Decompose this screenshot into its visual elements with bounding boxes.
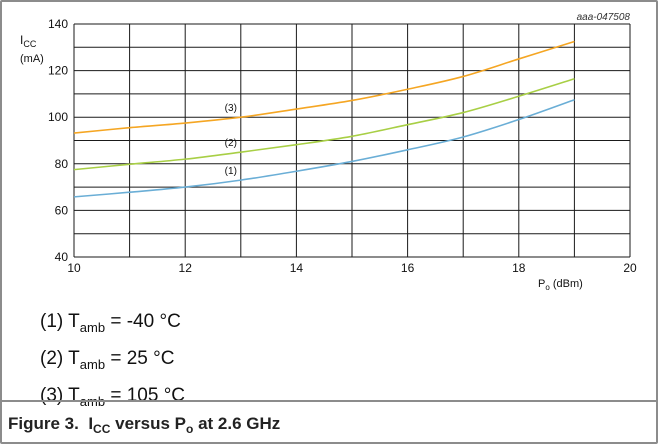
series-line-3 <box>73 40 575 134</box>
caption-tail: at 2.6 GHz <box>193 414 281 433</box>
y-axis-label-sub: CC <box>23 39 36 49</box>
note-rest: = 105 °C <box>105 385 186 406</box>
caption-divider <box>0 400 658 402</box>
x-axis-label-sub: o <box>545 283 550 292</box>
note-rest: = -40 °C <box>105 311 181 332</box>
series-label-2: (2) <box>225 138 237 149</box>
x-tick-label: 12 <box>179 261 193 275</box>
note-num: (2) <box>40 348 64 369</box>
x-tick-label: 10 <box>67 261 81 275</box>
note-prefix: T <box>68 311 80 332</box>
note-num: (3) <box>40 385 64 406</box>
caption-p-sub: o <box>186 422 194 436</box>
chart: 10 12 14 16 18 20 40 60 80 100 120 140 (1) (2) (3) aa… <box>20 12 637 292</box>
chart-ticks: 10 12 14 16 18 20 40 60 80 100 120 140 <box>48 17 637 275</box>
series-label-3: (3) <box>225 103 237 114</box>
x-axis-label-unit: (dBm) <box>550 278 583 290</box>
note-prefix: T <box>68 385 80 406</box>
y-tick-label: 80 <box>55 157 69 171</box>
note-rest: = 25 °C <box>105 348 175 369</box>
x-tick-label: 16 <box>401 261 415 275</box>
y-axis-unit: (mA) <box>20 53 44 65</box>
chart-series <box>73 40 575 198</box>
y-tick-label: 140 <box>48 17 68 31</box>
note-prefix: T <box>68 348 80 369</box>
caption-i: I <box>88 414 94 433</box>
series-note-2: (2) Tamb = 25 °C <box>40 343 185 380</box>
y-tick-label: 100 <box>48 110 68 124</box>
series-line-2 <box>73 77 575 171</box>
y-axis-label-main: I <box>20 33 23 47</box>
x-tick-label: 14 <box>290 261 304 275</box>
series-line-1 <box>73 98 575 198</box>
x-axis-label: Po (dBm) <box>538 278 583 292</box>
y-axis-label: ICC <box>20 33 37 49</box>
x-tick-label: 20 <box>623 261 637 275</box>
x-axis-label-main: P <box>538 278 545 290</box>
note-sub: amb <box>79 320 106 335</box>
caption-label: Figure 3. <box>8 414 79 433</box>
x-tick-label: 18 <box>512 261 526 275</box>
chart-grid <box>73 23 631 258</box>
figure-caption: Figure 3. ICC versus Po at 2.6 GHz <box>8 414 280 436</box>
note-num: (1) <box>40 311 64 332</box>
figure-id: aaa-047508 <box>577 12 631 23</box>
chart-series-labels: (1) (2) (3) <box>225 103 237 177</box>
note-sub: amb <box>79 357 106 372</box>
y-tick-label: 60 <box>55 203 69 217</box>
series-note-3: (3) Tamb = 105 °C <box>40 380 185 417</box>
y-tick-label: 120 <box>48 64 68 78</box>
caption-i-sub: CC <box>93 422 111 436</box>
series-note-1: (1) Tamb = -40 °C <box>40 306 185 343</box>
series-label-1: (1) <box>225 166 237 177</box>
caption-mid: versus P <box>110 414 186 433</box>
y-tick-label: 40 <box>55 250 69 264</box>
